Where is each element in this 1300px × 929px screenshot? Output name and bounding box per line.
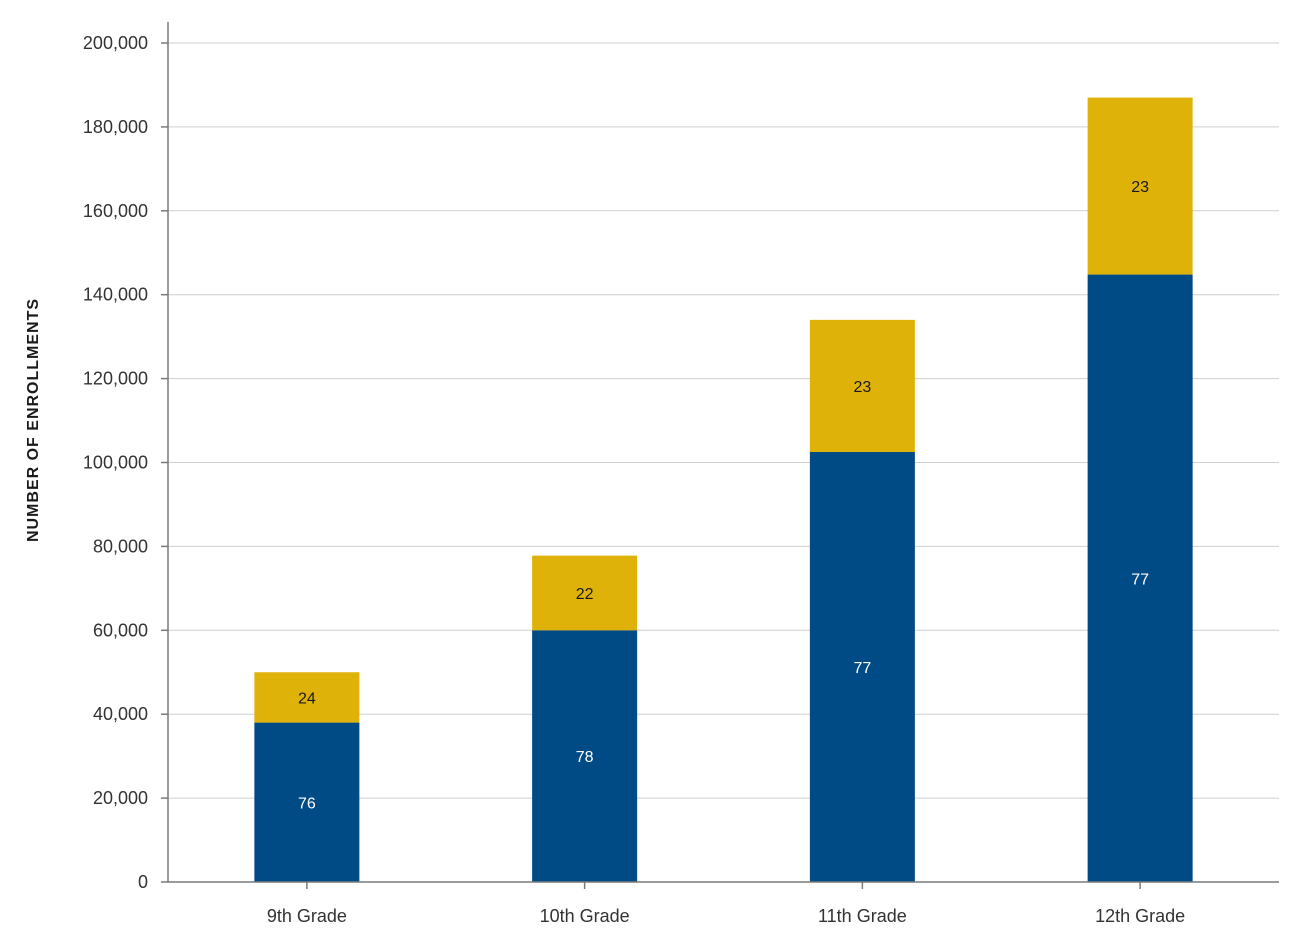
axes: 0 20,000 40,000 60,000 80,000 100,000 120,000 1… <box>83 22 1279 926</box>
bar-data-label: 77 <box>853 660 871 677</box>
y-axis-title: NUMBER OF ENROLLMENTS <box>25 298 42 542</box>
x-tick-label: 11th Grade <box>818 906 907 926</box>
y-tick-label: 160,000 <box>83 201 148 221</box>
y-tick-label: 200,000 <box>83 33 148 53</box>
bar-upper-segment <box>1087 97 1193 275</box>
bar-data-label: 24 <box>298 690 316 707</box>
bar-data-label: 78 <box>576 749 594 766</box>
bar-data-label: 22 <box>576 586 594 603</box>
x-tick-label: 9th Grade <box>267 906 347 926</box>
bar-lower-segment <box>1087 274 1193 883</box>
y-tick-label: 120,000 <box>83 369 148 389</box>
y-tick-label: 0 <box>138 872 148 892</box>
bar-data-label: 23 <box>853 379 871 396</box>
bar-data-label: 77 <box>1131 571 1149 588</box>
bar-lower-segment <box>532 630 638 882</box>
y-tick-label: 80,000 <box>93 536 148 556</box>
bar-lower-segment <box>809 452 915 882</box>
bar-lower-segment <box>254 722 360 882</box>
bar-upper-segment <box>254 672 360 723</box>
y-tick-label: 100,000 <box>83 453 148 473</box>
bar-data-label: 23 <box>1131 179 1149 196</box>
y-tick-label: 20,000 <box>93 788 148 808</box>
bar-data-label: 76 <box>298 795 316 812</box>
x-tick-label: 12th Grade <box>1095 906 1185 926</box>
bar-upper-segment <box>532 555 638 631</box>
bar-upper-segment <box>809 319 915 453</box>
y-tick-label: 140,000 <box>83 285 148 305</box>
x-tick-label: 10th Grade <box>540 906 630 926</box>
y-tick-label: 180,000 <box>83 117 148 137</box>
bars: 76 24 78 22 77 23 77 23 <box>254 97 1193 883</box>
y-tick-label: 40,000 <box>93 704 148 724</box>
y-tick-label: 60,000 <box>93 620 148 640</box>
